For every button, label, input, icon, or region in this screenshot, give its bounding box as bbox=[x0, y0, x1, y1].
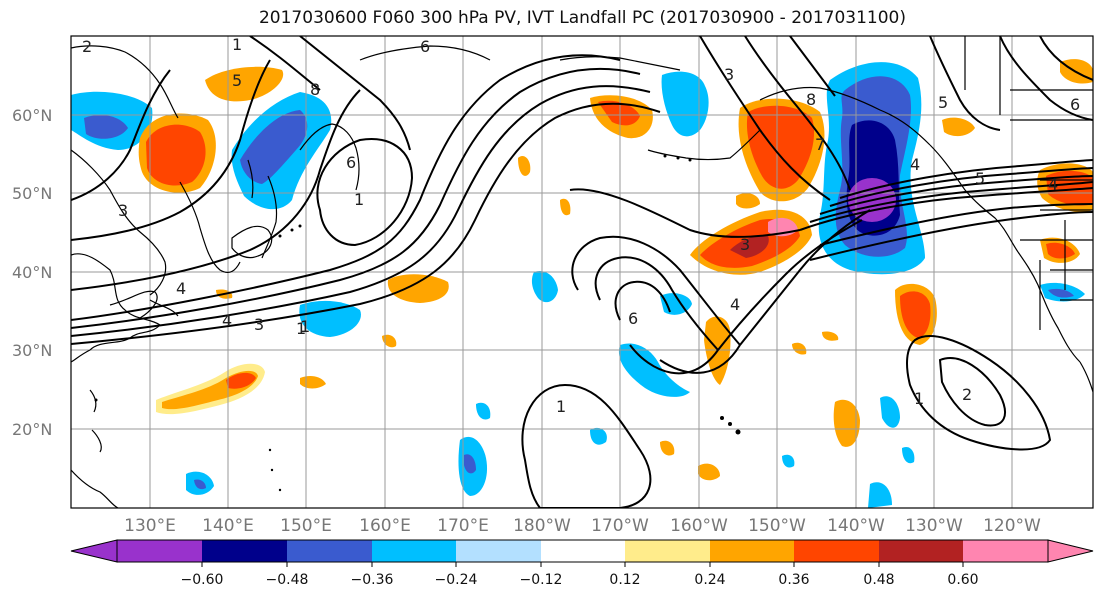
map-frame bbox=[70, 35, 1094, 509]
coastlines bbox=[71, 36, 1093, 508]
svg-text:8: 8 bbox=[310, 80, 320, 99]
svg-text:4: 4 bbox=[730, 295, 740, 314]
svg-text:−0.24: −0.24 bbox=[435, 572, 478, 588]
svg-text:140°W: 140°W bbox=[827, 516, 885, 536]
colorbar-segment bbox=[710, 540, 794, 562]
svg-text:1: 1 bbox=[914, 389, 924, 408]
svg-text:3: 3 bbox=[118, 201, 128, 220]
svg-text:8: 8 bbox=[806, 90, 816, 109]
svg-text:6: 6 bbox=[420, 37, 430, 56]
svg-text:5: 5 bbox=[232, 71, 242, 90]
svg-text:1: 1 bbox=[232, 35, 242, 54]
svg-text:−0.36: −0.36 bbox=[351, 572, 394, 588]
svg-text:20°N: 20°N bbox=[12, 420, 52, 439]
colorbar-tick-labels: −0.60 −0.48 −0.36 −0.24 −0.12 0.12 0.24 … bbox=[181, 572, 979, 588]
svg-text:40°N: 40°N bbox=[12, 263, 52, 282]
svg-text:1: 1 bbox=[556, 397, 566, 416]
positive-anomaly-shading bbox=[138, 59, 1093, 481]
svg-text:0.24: 0.24 bbox=[694, 572, 725, 588]
svg-text:30°N: 30°N bbox=[12, 341, 52, 360]
svg-text:3: 3 bbox=[254, 315, 264, 334]
latitude-labels: 60°N 50°N 40°N 30°N 20°N bbox=[12, 106, 52, 439]
svg-text:6: 6 bbox=[1070, 95, 1080, 114]
svg-text:160°E: 160°E bbox=[359, 516, 411, 536]
svg-text:60°N: 60°N bbox=[12, 106, 52, 125]
longitude-labels: 130°E 140°E 150°E 160°E 170°E 180°W 170°… bbox=[124, 516, 1041, 536]
graticule bbox=[71, 36, 1093, 508]
colorbar-extend-low bbox=[70, 539, 118, 563]
svg-text:0.48: 0.48 bbox=[863, 572, 894, 588]
svg-text:0.36: 0.36 bbox=[778, 572, 809, 588]
colorbar-segment bbox=[541, 540, 625, 562]
svg-text:−0.60: −0.60 bbox=[181, 572, 224, 588]
svg-text:2: 2 bbox=[82, 37, 92, 56]
svg-text:130°W: 130°W bbox=[905, 516, 963, 536]
svg-text:4: 4 bbox=[222, 311, 232, 330]
islands bbox=[94, 154, 741, 492]
svg-text:4: 4 bbox=[910, 155, 920, 174]
svg-text:170°E: 170°E bbox=[437, 516, 489, 536]
pv-contours bbox=[71, 36, 1093, 508]
svg-text:50°N: 50°N bbox=[12, 184, 52, 203]
svg-text:150°W: 150°W bbox=[748, 516, 806, 536]
svg-text:−0.48: −0.48 bbox=[266, 572, 309, 588]
svg-text:4: 4 bbox=[1048, 175, 1058, 194]
colorbar: −0.60 −0.48 −0.36 −0.24 −0.12 0.12 0.24 … bbox=[70, 539, 1094, 588]
colorbar-segment bbox=[794, 540, 879, 562]
svg-text:1: 1 bbox=[354, 190, 364, 209]
colorbar-segment bbox=[287, 540, 372, 562]
contour-labels: 2 1 6 8 5 6 1 4 3 1 3 4 6 1 8 7 3 4 5 6 … bbox=[82, 35, 1080, 416]
svg-text:120°W: 120°W bbox=[983, 516, 1041, 536]
colorbar-segment bbox=[625, 540, 710, 562]
svg-text:5: 5 bbox=[938, 93, 948, 112]
colorbar-ticks bbox=[201, 562, 964, 567]
svg-text:3: 3 bbox=[740, 235, 750, 254]
svg-text:−0.12: −0.12 bbox=[520, 572, 563, 588]
svg-text:140°E: 140°E bbox=[202, 516, 254, 536]
svg-text:0.60: 0.60 bbox=[947, 572, 978, 588]
map-title: 2017030600 F060 300 hPa PV, IVT Landfall… bbox=[258, 8, 906, 28]
svg-text:150°E: 150°E bbox=[280, 516, 332, 536]
svg-text:1: 1 bbox=[300, 317, 310, 336]
colorbar-segment bbox=[456, 540, 541, 562]
svg-text:3: 3 bbox=[724, 65, 734, 84]
colorbar-segment bbox=[202, 540, 287, 562]
svg-text:5: 5 bbox=[975, 169, 985, 188]
colorbar-segment bbox=[117, 540, 202, 562]
svg-text:2: 2 bbox=[962, 385, 972, 404]
svg-text:170°W: 170°W bbox=[591, 516, 649, 536]
svg-text:180°W: 180°W bbox=[513, 516, 571, 536]
svg-text:0.12: 0.12 bbox=[609, 572, 640, 588]
svg-text:1: 1 bbox=[296, 319, 306, 338]
svg-text:4: 4 bbox=[176, 279, 186, 298]
svg-text:160°W: 160°W bbox=[670, 516, 728, 536]
colorbar-segment bbox=[372, 540, 456, 562]
colorbar-outline bbox=[116, 539, 1049, 563]
svg-text:6: 6 bbox=[628, 309, 638, 328]
colorbar-segment bbox=[963, 540, 1048, 562]
svg-text:6: 6 bbox=[346, 153, 356, 172]
svg-text:130°E: 130°E bbox=[124, 516, 176, 536]
colorbar-extend-high bbox=[1047, 539, 1094, 563]
svg-text:7: 7 bbox=[815, 135, 825, 154]
colorbar-segment bbox=[879, 540, 963, 562]
